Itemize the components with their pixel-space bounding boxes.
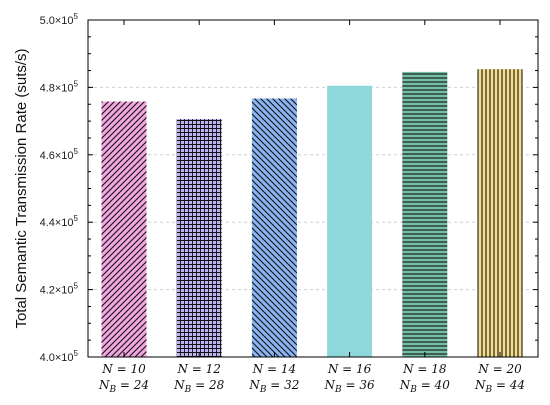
bars — [101, 69, 523, 358]
y-tick-label: 4.2×105 — [40, 282, 79, 297]
x-tick-label: NB = 36 — [324, 378, 375, 395]
y-tick-label: 5.0×105 — [40, 12, 79, 27]
y-tick-label: 4.8×105 — [40, 79, 79, 94]
x-tick-label: NB = 28 — [173, 378, 224, 395]
x-tick-label: NB = 24 — [98, 378, 149, 395]
x-tick-label: N = 12 — [176, 362, 220, 376]
bar — [176, 119, 222, 357]
x-tick-label: NB = 32 — [248, 378, 299, 395]
x-tick-label: N = 16 — [327, 362, 372, 376]
plot-frame — [87, 19, 539, 358]
x-tick-label: N = 20 — [477, 362, 522, 376]
y-tick-label: 4.0×105 — [40, 349, 79, 364]
x-tick-label: N = 18 — [402, 362, 447, 376]
x-tick-label: N = 10 — [101, 362, 146, 376]
x-tick-label: N = 14 — [252, 362, 296, 376]
bar — [402, 71, 448, 357]
x-axis-ticks: N = 10 NB = 24 N = 12 NB = 28 N = 14 NB = 32 N… — [98, 20, 525, 395]
y-tick-label: 4.6×105 — [40, 147, 79, 162]
bar — [101, 101, 147, 357]
y-axis-title: Total Semantic Transmission Rate (suts/s… — [13, 48, 30, 328]
gridlines — [88, 86, 538, 291]
y-tick-label: 4.4×105 — [40, 214, 79, 229]
y-axis-ticks: 4.0×105 4.2×105 4.4×105 4.6×105 4.8×105 5.0×1… — [40, 12, 538, 364]
x-tick-label: NB = 44 — [474, 378, 525, 395]
bar — [477, 69, 523, 358]
bar — [327, 85, 373, 357]
x-tick-label: NB = 40 — [399, 378, 450, 395]
bar — [251, 98, 297, 358]
